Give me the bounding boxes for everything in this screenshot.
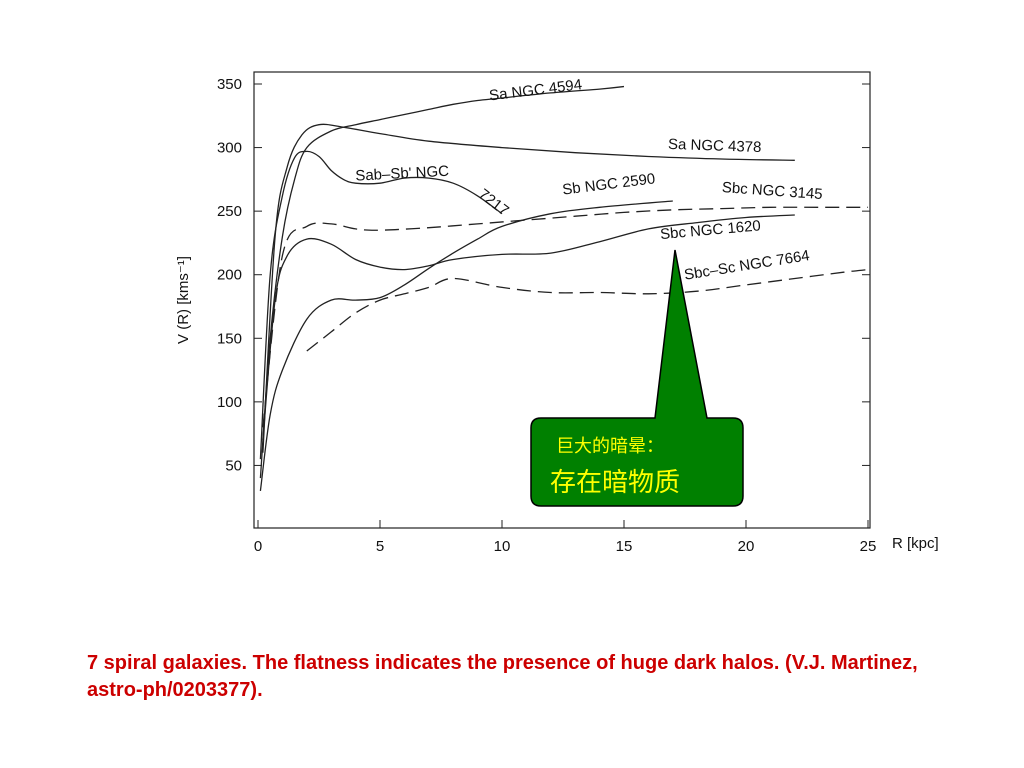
x-tick-label: 5 [376, 538, 384, 555]
x-tick-label: 15 [616, 538, 633, 555]
y-tick-label: 50 [225, 457, 242, 474]
x-tick-label: 10 [494, 538, 511, 555]
curve-label: Sa NGC 4594 [488, 76, 583, 104]
curve-labels: Sa NGC 4594 Sa NGC 4378 Sab–Sb' NGC 7217 Sb … [355, 76, 823, 284]
y-tick-label: 200 [217, 267, 242, 284]
y-tick-label: 350 [217, 76, 242, 93]
curve-label: Sbc NGC 1620 [659, 217, 761, 243]
callout-line2: 存在暗物质 [550, 468, 680, 498]
curve-sa-ngc-4594 [259, 85, 625, 479]
y-axis-label: V (R) [kms⁻¹] [175, 256, 192, 344]
y-tick-label: 150 [217, 330, 242, 347]
plot-frame [253, 71, 871, 529]
y-tick-label: 100 [217, 394, 242, 411]
x-axis-label: R [kpc] [892, 535, 939, 552]
curve-label: Sab–Sb' NGC [355, 163, 450, 185]
curves [259, 85, 869, 491]
x-tick-label: 20 [738, 538, 755, 555]
curve-sbc-sc-ngc-7664 [306, 268, 869, 352]
axis-ticks: 0 5 10 15 20 25 350 300 250 200 150 100 50 [217, 76, 876, 555]
curve-sab-sb-ngc-7217 [259, 150, 503, 460]
callout-line1: 巨大的暗晕： [556, 436, 664, 457]
curve-label: Sbc NGC 3145 [721, 179, 823, 203]
figure-caption: 7 spiral galaxies. The flatness indicate… [87, 652, 918, 701]
y-tick-label: 300 [217, 140, 242, 157]
curve-sbc-ngc-1620 [262, 214, 795, 441]
curve-sbc-ngc-3145 [262, 206, 868, 428]
x-tick-label: 0 [254, 538, 262, 555]
curve-label: Sa NGC 4378 [668, 136, 762, 156]
y-tick-label: 250 [217, 203, 242, 220]
curve-sb-ngc-2590 [259, 200, 673, 491]
curve-label: 7217 [475, 186, 512, 220]
curve-label: Sb NGC 2590 [561, 170, 656, 198]
curve-sa-ngc-4378 [262, 123, 795, 453]
callout-shape [530, 249, 744, 507]
dark-halo-callout: 巨大的暗晕： 存在暗物质 [530, 249, 744, 507]
x-tick-label: 25 [860, 538, 877, 555]
